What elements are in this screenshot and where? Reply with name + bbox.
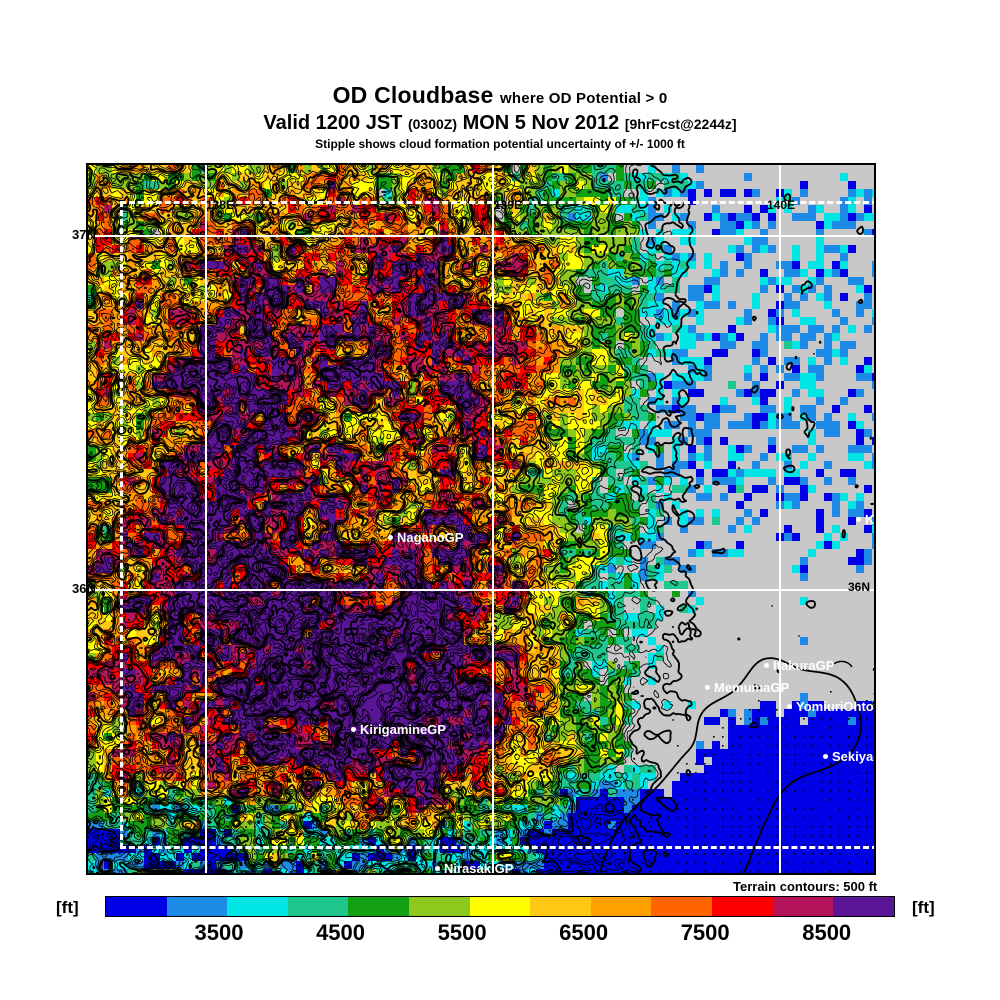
gridline-lon-140E bbox=[779, 165, 781, 873]
colorbar-swatch-0 bbox=[106, 897, 167, 916]
forecast-map[interactable]: 138E 139E 140E 138E 139E 36N NaganoGPKir… bbox=[86, 163, 876, 875]
domain-boundary bbox=[120, 201, 874, 849]
lat-label-36N: 36N bbox=[72, 581, 96, 596]
terrain-contour-note: Terrain contours: 500 ft bbox=[733, 879, 878, 894]
station-marker-icon bbox=[856, 517, 861, 523]
unit-label-right: [ft] bbox=[912, 898, 935, 917]
colorbar-tick-6500: 6500 bbox=[559, 920, 609, 945]
station-name: KirigamineGP bbox=[360, 722, 446, 737]
gridline-lat-37N bbox=[88, 235, 874, 237]
forecast-stamp: [9hrFcst@2244z] bbox=[624, 116, 737, 132]
station-marker-icon bbox=[351, 727, 356, 733]
lon-label-139E-top: 139E bbox=[494, 198, 523, 212]
colorbar-swatch-12 bbox=[833, 897, 894, 916]
colorbar-swatch-1 bbox=[166, 897, 228, 916]
map-canvas bbox=[88, 165, 874, 873]
colorbar-tick-8500: 8500 bbox=[802, 920, 852, 945]
colorbar-swatch-2 bbox=[227, 897, 288, 916]
lat-label-36N-right: 36N bbox=[848, 580, 871, 594]
station-label-kinugawagp: KinugawaGP bbox=[856, 512, 875, 527]
station-name: KinugawaGP bbox=[865, 512, 875, 527]
station-marker-icon bbox=[764, 663, 769, 669]
valid-time-utc: (0300Z) bbox=[407, 116, 457, 132]
colorbar[interactable] bbox=[105, 896, 895, 917]
station-name: NaganoGP bbox=[397, 530, 464, 545]
colorbar-swatch-10 bbox=[712, 897, 773, 916]
title-line-1: OD Cloudbase where OD Potential > 0 bbox=[0, 84, 1000, 110]
colorbar-tick-4500: 4500 bbox=[316, 920, 366, 945]
station-marker-icon bbox=[823, 754, 828, 760]
colorbar-swatch-7 bbox=[530, 897, 591, 916]
colorbar-swatch-11 bbox=[772, 897, 834, 916]
gridline-lat-36N bbox=[88, 589, 874, 591]
colorbar-swatch-3 bbox=[287, 897, 349, 916]
valid-time: Valid 1200 JST bbox=[263, 112, 403, 134]
station-marker-icon bbox=[787, 704, 792, 710]
colorbar-tick-7500: 7500 bbox=[680, 920, 730, 945]
station-label-yomiuriohtonegp: YomiuriOhtoneGP bbox=[787, 699, 874, 714]
lon-label-138E-top: 138E bbox=[206, 198, 235, 212]
colorbar-swatch-8 bbox=[590, 897, 652, 916]
map-data-layer bbox=[88, 165, 874, 873]
station-name: YomiuriOhtoneGP bbox=[796, 699, 874, 714]
gridline-lon-138E bbox=[205, 165, 207, 873]
station-label-memumagp: MemumaGP bbox=[705, 680, 789, 695]
title-line-3: Stipple shows cloud formation potential … bbox=[315, 137, 685, 151]
title-block: OD Cloudbase where OD Potential > 0 Vali… bbox=[0, 84, 1000, 152]
unit-label-left: [ft] bbox=[56, 898, 79, 917]
station-name: SekiyadoGP bbox=[832, 749, 874, 764]
station-label-itakuragp: ItakuraGP bbox=[764, 658, 834, 673]
gridline-lon-139E bbox=[492, 165, 494, 873]
station-marker-icon bbox=[705, 685, 710, 691]
colorbar-tick-5500: 5500 bbox=[437, 920, 487, 945]
colorbar-swatch-6 bbox=[469, 897, 531, 916]
colorbar-swatch-4 bbox=[348, 897, 410, 916]
valid-date: MON 5 Nov 2012 bbox=[462, 112, 620, 134]
station-label-sekiyadogp: SekiyadoGP bbox=[823, 749, 874, 764]
title-line-2: Valid 1200 JST (0300Z) MON 5 Nov 2012 [9… bbox=[0, 112, 1000, 136]
station-label-naganogp: NaganoGP bbox=[388, 530, 463, 545]
colorbar-swatch-9 bbox=[651, 897, 713, 916]
lat-label-37N: 37N bbox=[72, 227, 96, 242]
station-label-nirasakigp: NirasakiGP bbox=[435, 861, 514, 875]
title-main: OD Cloudbase bbox=[332, 82, 494, 108]
title-main-suffix: where OD Potential > 0 bbox=[500, 90, 668, 107]
station-marker-icon bbox=[435, 866, 440, 872]
station-marker-icon bbox=[388, 535, 393, 541]
station-label-kirigaminegp: KirigamineGP bbox=[351, 722, 446, 737]
lon-label-140E-top: 140E bbox=[767, 198, 796, 212]
colorbar-swatch-5 bbox=[409, 897, 470, 916]
station-name: MemumaGP bbox=[714, 680, 790, 695]
station-name: ItakuraGP bbox=[773, 658, 835, 673]
colorbar-tick-3500: 3500 bbox=[194, 920, 244, 945]
station-name: NirasakiGP bbox=[444, 861, 514, 875]
